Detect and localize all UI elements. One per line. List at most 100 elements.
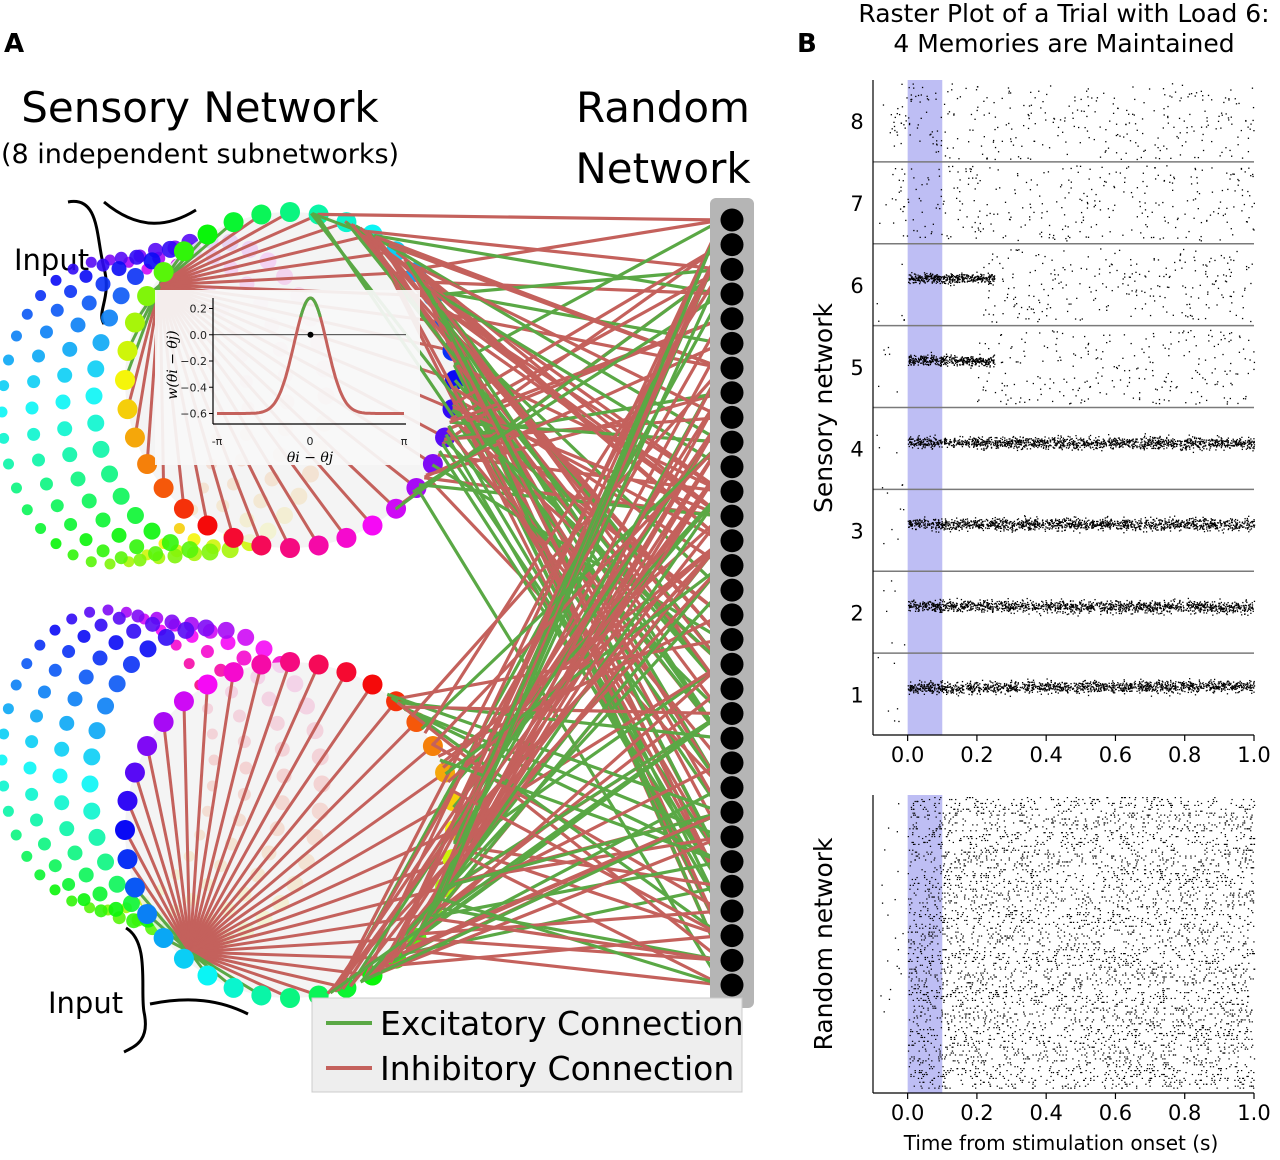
spike <box>1057 530 1060 532</box>
spike <box>1049 608 1051 611</box>
spike <box>912 600 915 602</box>
spike <box>1188 689 1190 691</box>
spike <box>1065 682 1068 684</box>
spike <box>1183 607 1185 609</box>
spike <box>1249 603 1252 605</box>
spike <box>1074 525 1076 527</box>
spike <box>1213 692 1215 694</box>
spike <box>1038 528 1040 530</box>
spike <box>1038 604 1040 607</box>
main-ring-0-node <box>153 477 174 498</box>
spike <box>1020 522 1022 524</box>
spike <box>1030 689 1032 692</box>
spike <box>1151 690 1153 692</box>
spike <box>1242 684 1245 687</box>
spike <box>942 609 944 612</box>
spike <box>1227 684 1229 686</box>
spike <box>1077 688 1079 690</box>
spike <box>893 720 896 722</box>
spike <box>1110 608 1112 610</box>
spike <box>929 689 931 692</box>
spike <box>939 605 941 608</box>
back-ring-3-node <box>87 414 105 432</box>
spike <box>1231 527 1234 529</box>
spike <box>1228 608 1230 610</box>
spike <box>1175 608 1177 611</box>
spike <box>1253 600 1256 603</box>
spike <box>924 519 926 521</box>
spike <box>1226 682 1228 684</box>
spike <box>918 684 920 686</box>
spike <box>1154 607 1157 609</box>
spike <box>1249 685 1252 687</box>
spike <box>1089 607 1091 609</box>
spike <box>1013 686 1015 689</box>
spike <box>1086 688 1089 691</box>
spike <box>1189 681 1191 683</box>
spike <box>937 688 940 690</box>
spike <box>948 605 950 607</box>
spike <box>1053 525 1055 528</box>
spike <box>1025 520 1027 522</box>
spike <box>1064 611 1066 614</box>
spike <box>1083 684 1085 686</box>
ring-0-spoke <box>159 249 397 287</box>
spike <box>966 686 968 688</box>
spike <box>949 598 951 601</box>
random-node <box>720 603 744 627</box>
spike <box>1126 599 1128 602</box>
spike <box>996 682 998 684</box>
spike <box>1153 604 1155 606</box>
spike <box>1085 526 1087 528</box>
spike <box>1206 686 1208 689</box>
spike <box>1058 607 1061 609</box>
spike <box>961 528 963 530</box>
spike <box>1145 523 1147 525</box>
spike <box>1100 527 1102 530</box>
spike <box>1187 597 1190 600</box>
spike <box>1073 530 1075 532</box>
spike <box>924 686 926 688</box>
spike <box>1196 602 1198 604</box>
spike <box>1122 687 1125 689</box>
spike <box>1120 605 1122 607</box>
spike <box>1145 684 1147 686</box>
spike <box>926 526 928 528</box>
spike <box>928 524 930 526</box>
spike <box>1015 681 1017 684</box>
spike <box>1183 522 1185 524</box>
back-ring-2-node <box>57 367 73 383</box>
spike <box>975 683 977 685</box>
spike <box>1100 521 1102 523</box>
spike <box>1029 691 1031 693</box>
network-connection <box>424 564 724 927</box>
spike <box>1196 527 1198 530</box>
spike <box>910 681 912 683</box>
spike <box>1044 684 1046 686</box>
spike <box>1033 681 1035 683</box>
spike <box>1039 688 1041 690</box>
spike <box>941 611 943 613</box>
spike <box>984 687 986 690</box>
spike <box>1133 684 1136 686</box>
back-ring-6-node <box>59 821 75 837</box>
spike <box>1004 685 1006 687</box>
spike <box>1239 680 1241 683</box>
spike <box>1130 602 1133 605</box>
spike <box>1006 606 1008 608</box>
spike <box>1070 527 1072 529</box>
spike <box>1250 687 1252 689</box>
spike <box>1140 604 1142 607</box>
spike <box>1219 598 1221 600</box>
spike <box>1130 690 1132 692</box>
back-ring-5-node <box>62 877 76 891</box>
spike <box>1080 683 1082 685</box>
spike <box>1188 606 1190 608</box>
spike <box>982 603 985 605</box>
spike <box>1213 678 1216 681</box>
back-ring-0-node <box>0 406 8 418</box>
spike <box>1164 520 1166 522</box>
spike <box>1201 526 1204 528</box>
spike <box>1014 682 1016 684</box>
spike <box>1211 604 1214 606</box>
